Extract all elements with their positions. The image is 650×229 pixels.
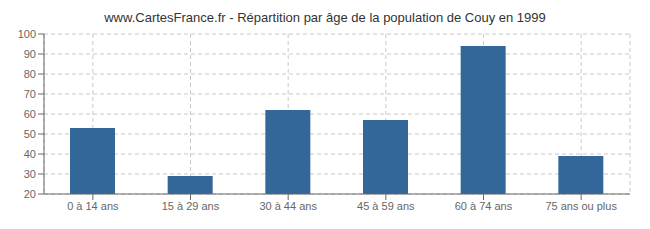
svg-text:100: 100 [18,28,36,40]
svg-text:75 ans ou plus: 75 ans ou plus [545,200,617,212]
svg-text:40: 40 [24,148,36,160]
svg-text:60: 60 [24,108,36,120]
svg-text:60 à 74 ans: 60 à 74 ans [455,200,513,212]
svg-text:15 à 29 ans: 15 à 29 ans [162,200,220,212]
svg-text:80: 80 [24,68,36,80]
svg-text:30: 30 [24,168,36,180]
svg-text:90: 90 [24,48,36,60]
svg-text:45 à 59 ans: 45 à 59 ans [357,200,415,212]
html-text:www.CartesFrance.fr - Répartit: www.CartesFrance.fr - Répartition par âg… [104,10,546,25]
svg-text:30 à 44 ans: 30 à 44 ans [259,200,317,212]
svg-text:0 à 14 ans: 0 à 14 ans [67,200,119,212]
svg-text:50: 50 [24,128,36,140]
svg-text:70: 70 [24,88,36,100]
svg-text:20: 20 [24,188,36,200]
